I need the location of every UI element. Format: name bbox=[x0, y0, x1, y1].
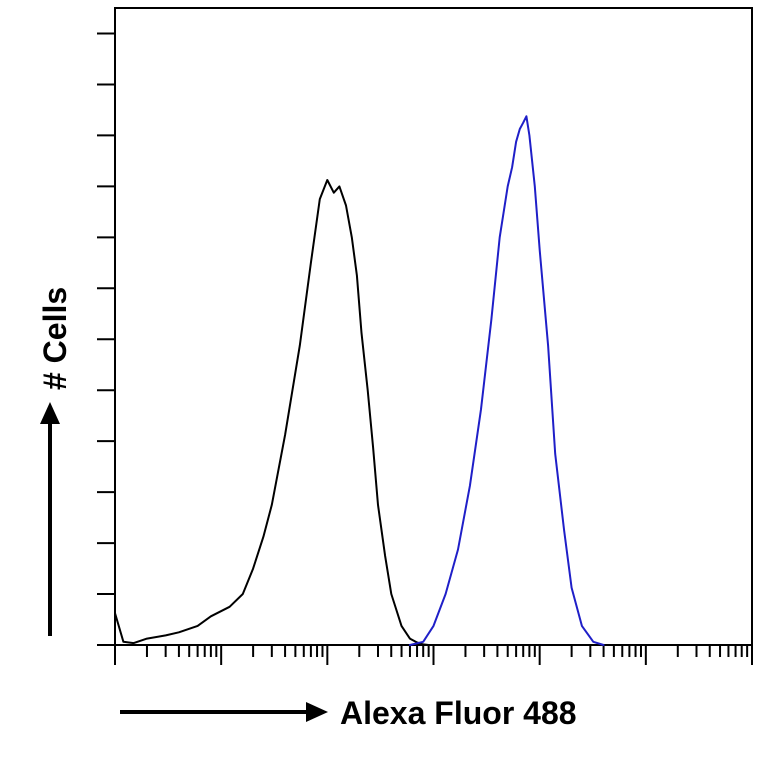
x-axis-label: Alexa Fluor 488 bbox=[340, 695, 577, 731]
plot-area-frame bbox=[114, 7, 753, 646]
y-axis-ticks bbox=[97, 32, 115, 646]
x-axis-ticks bbox=[114, 645, 753, 665]
y-axis-label: # Cells bbox=[37, 287, 73, 390]
histogram-line-2 bbox=[408, 115, 605, 646]
x-axis-arrow-head bbox=[306, 702, 328, 722]
histogram-series bbox=[114, 115, 605, 646]
histogram-line-1 bbox=[114, 179, 430, 646]
y-axis-arrow-head bbox=[40, 402, 60, 424]
